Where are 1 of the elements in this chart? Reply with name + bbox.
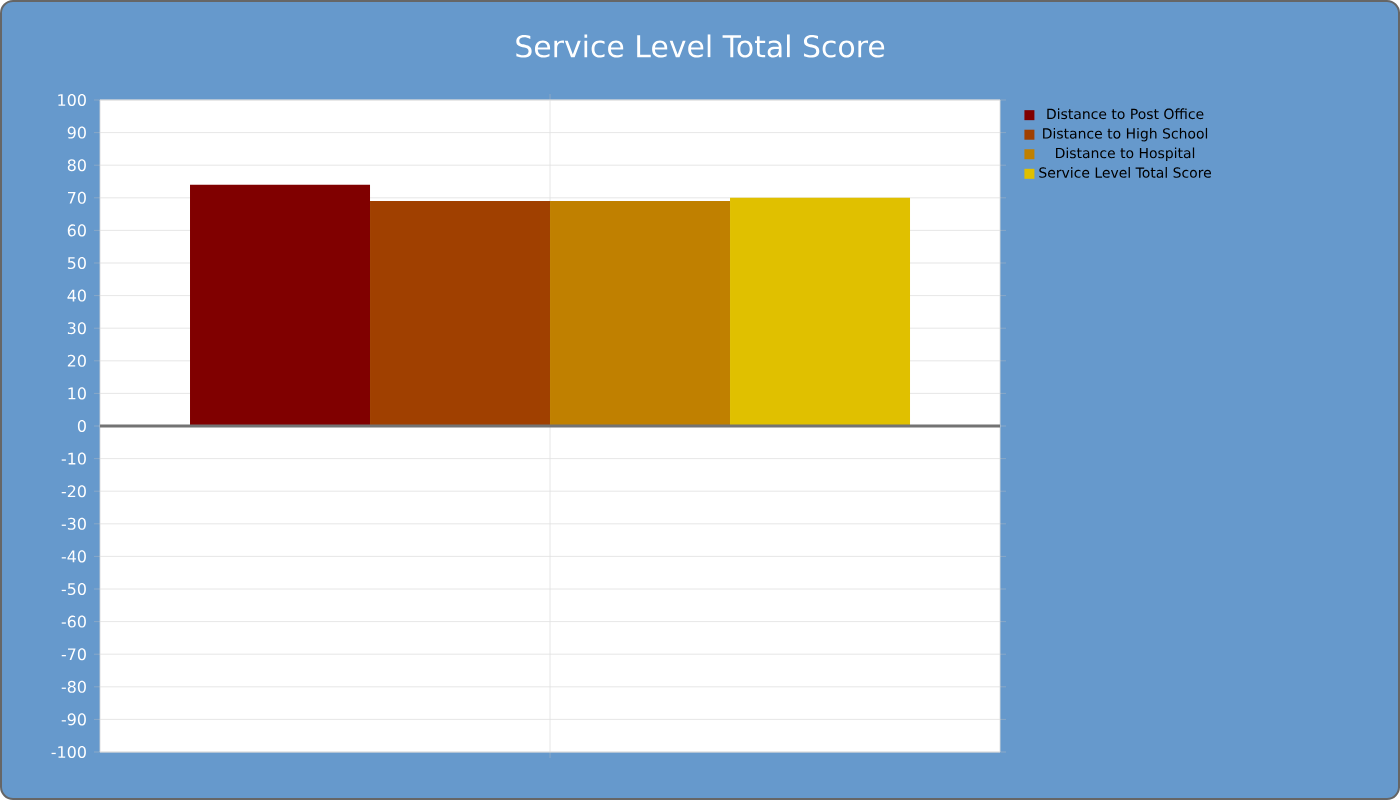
chart-title: Service Level Total Score (516, 34, 885, 58)
